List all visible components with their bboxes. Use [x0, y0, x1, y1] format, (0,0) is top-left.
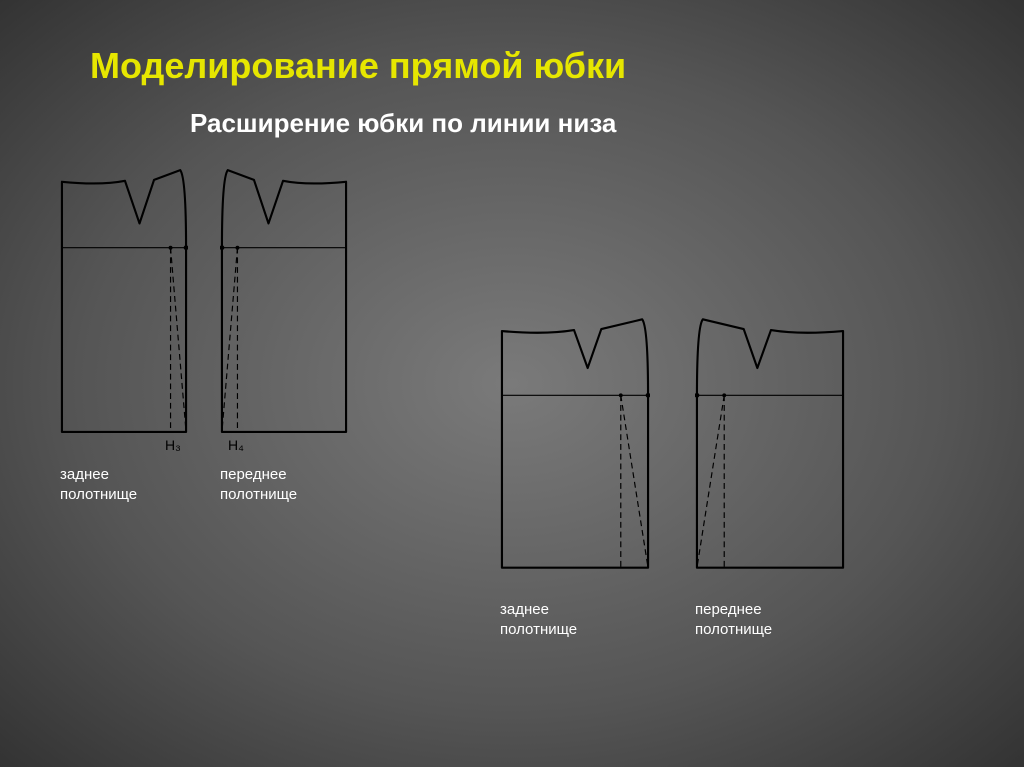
panel-caption: заднееполотнище	[60, 465, 190, 504]
hem-point-label: Н₃	[165, 437, 181, 453]
panel-caption: переднееполотнище	[220, 465, 350, 504]
panel-caption: переднееполотнище	[695, 600, 825, 639]
skirt-panel	[60, 165, 188, 444]
page-title: Моделирование прямой юбки	[90, 45, 626, 87]
skirt-panel	[220, 165, 348, 444]
page-subtitle: Расширение юбки по линии низа	[190, 108, 616, 139]
hem-point-label: Н₄	[228, 437, 244, 453]
skirt-panel	[500, 315, 650, 579]
skirt-panel	[695, 315, 845, 579]
panel-caption: заднееполотнище	[500, 600, 630, 639]
